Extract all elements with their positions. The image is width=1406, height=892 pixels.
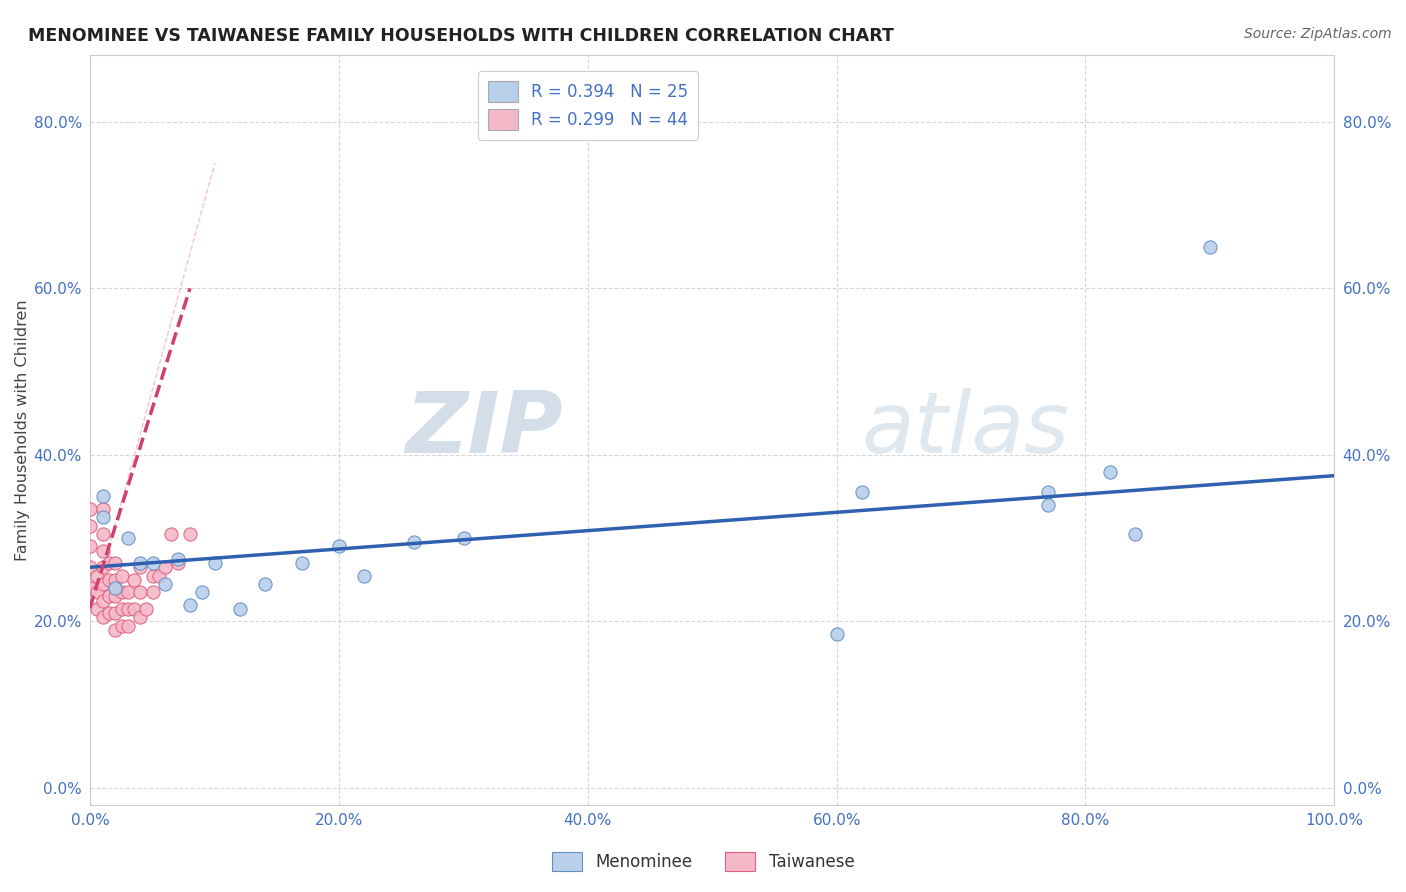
Point <box>166 552 188 566</box>
Point <box>91 577 114 591</box>
Legend: R = 0.394   N = 25, R = 0.299   N = 44: R = 0.394 N = 25, R = 0.299 N = 44 <box>478 71 699 140</box>
Point <box>86 568 108 582</box>
Point <box>110 568 132 582</box>
Point <box>117 602 139 616</box>
Point <box>104 590 127 604</box>
Point <box>825 627 848 641</box>
Point <box>110 618 132 632</box>
Point <box>91 593 114 607</box>
Point <box>153 560 176 574</box>
Point <box>79 581 101 595</box>
Point <box>117 531 139 545</box>
Point <box>91 502 114 516</box>
Point <box>104 556 127 570</box>
Point <box>135 602 157 616</box>
Point <box>79 560 101 574</box>
Point <box>160 527 183 541</box>
Point <box>253 577 276 591</box>
Point <box>117 618 139 632</box>
Point <box>1198 240 1220 254</box>
Point <box>91 543 114 558</box>
Point <box>129 610 152 624</box>
Point <box>142 568 165 582</box>
Point <box>104 606 127 620</box>
Point <box>1123 527 1146 541</box>
Point <box>328 540 350 554</box>
Point <box>142 585 165 599</box>
Point <box>122 602 145 616</box>
Point <box>98 556 121 570</box>
Text: atlas: atlas <box>862 388 1070 471</box>
Point <box>104 623 127 637</box>
Point <box>453 531 475 545</box>
Point <box>79 502 101 516</box>
Point <box>110 602 132 616</box>
Point <box>104 581 127 595</box>
Point <box>1036 498 1059 512</box>
Point <box>91 560 114 574</box>
Point <box>153 577 176 591</box>
Point <box>148 568 170 582</box>
Point <box>117 585 139 599</box>
Text: ZIP: ZIP <box>405 388 562 471</box>
Point <box>91 527 114 541</box>
Point <box>86 585 108 599</box>
Point <box>142 556 165 570</box>
Text: MENOMINEE VS TAIWANESE FAMILY HOUSEHOLDS WITH CHILDREN CORRELATION CHART: MENOMINEE VS TAIWANESE FAMILY HOUSEHOLDS… <box>28 27 894 45</box>
Legend: Menominee, Taiwanese: Menominee, Taiwanese <box>543 843 863 880</box>
Y-axis label: Family Households with Children: Family Households with Children <box>15 299 30 561</box>
Point <box>129 556 152 570</box>
Text: Source: ZipAtlas.com: Source: ZipAtlas.com <box>1244 27 1392 41</box>
Point <box>91 610 114 624</box>
Point <box>353 568 375 582</box>
Point <box>129 585 152 599</box>
Point <box>122 573 145 587</box>
Point <box>98 573 121 587</box>
Point <box>228 602 250 616</box>
Point <box>91 490 114 504</box>
Point <box>79 540 101 554</box>
Point <box>104 573 127 587</box>
Point <box>851 485 873 500</box>
Point <box>291 556 314 570</box>
Point <box>110 585 132 599</box>
Point <box>98 590 121 604</box>
Point <box>402 535 425 549</box>
Point <box>129 560 152 574</box>
Point <box>1036 485 1059 500</box>
Point <box>1099 465 1122 479</box>
Point <box>179 527 201 541</box>
Point <box>204 556 226 570</box>
Point <box>86 602 108 616</box>
Point <box>191 585 214 599</box>
Point <box>91 510 114 524</box>
Point <box>179 598 201 612</box>
Point <box>166 556 188 570</box>
Point <box>98 606 121 620</box>
Point <box>79 518 101 533</box>
